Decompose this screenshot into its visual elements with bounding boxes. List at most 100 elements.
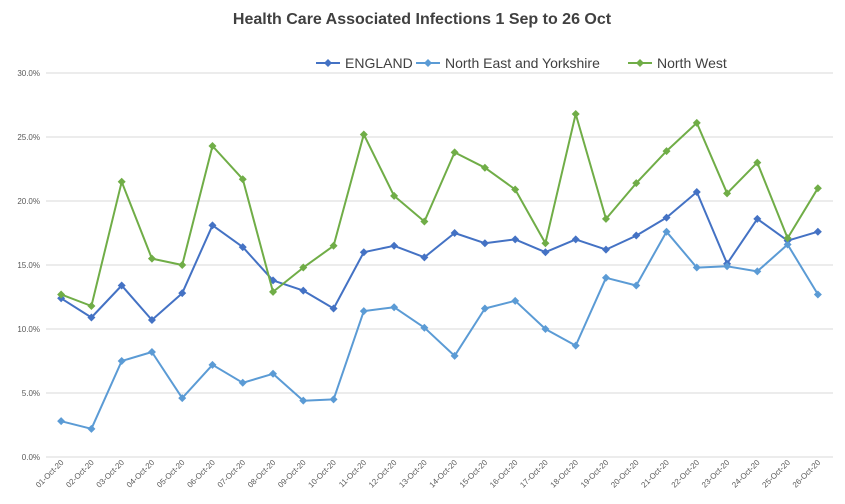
data-point-marker: [269, 369, 278, 378]
y-tick-label: 25.0%: [17, 133, 40, 142]
chart-title: Health Care Associated Infections 1 Sep …: [233, 11, 612, 28]
data-point-marker: [511, 296, 520, 305]
data-point-marker: [571, 109, 580, 118]
data-point-marker: [692, 188, 701, 197]
data-point-marker: [662, 213, 671, 222]
x-tick-label: 24-Oct-20: [730, 458, 762, 490]
data-point-marker: [753, 158, 762, 167]
legend-item: ENGLAND: [316, 55, 413, 71]
data-point-marker: [480, 239, 489, 248]
data-point-marker: [723, 262, 732, 271]
data-point-marker: [329, 304, 338, 313]
data-point-marker: [87, 424, 96, 433]
legend-item: North West: [628, 55, 727, 71]
x-tick-label: 08-Oct-20: [246, 458, 278, 490]
x-tick-label: 20-Oct-20: [609, 458, 641, 490]
data-point-marker: [208, 141, 217, 150]
x-tick-label: 14-Oct-20: [428, 458, 460, 490]
data-point-marker: [147, 348, 156, 357]
data-point-marker: [299, 286, 308, 295]
series-group: [57, 227, 822, 433]
series-group: [57, 109, 822, 310]
data-point-marker: [420, 323, 429, 332]
legend-label: North West: [657, 55, 727, 71]
data-point-marker: [269, 287, 278, 296]
x-tick-label: 10-Oct-20: [306, 458, 338, 490]
data-point-marker: [87, 313, 96, 322]
data-point-marker: [511, 185, 520, 194]
legend-item: North East and Yorkshire: [416, 55, 600, 71]
x-tick-label: 06-Oct-20: [185, 458, 217, 490]
y-tick-label: 30.0%: [17, 69, 40, 78]
data-point-marker: [601, 273, 610, 282]
y-axis-ticks: 0.0% 5.0% 10.0% 15.0% 20.0% 25.0% 30.0%: [17, 69, 40, 462]
data-point-marker: [662, 147, 671, 156]
data-point-marker: [57, 290, 66, 299]
data-point-marker: [329, 395, 338, 404]
data-point-marker: [420, 253, 429, 262]
data-point-marker: [117, 177, 126, 186]
data-point-marker: [753, 214, 762, 223]
data-point-marker: [450, 351, 459, 360]
data-point-marker: [178, 261, 187, 269]
data-point-marker: [117, 357, 126, 365]
data-point-marker: [753, 267, 762, 276]
data-point-marker: [541, 248, 550, 257]
data-point-marker: [178, 394, 187, 403]
data-point-marker: [601, 245, 610, 254]
data-point-marker: [329, 241, 338, 250]
y-tick-label: 20.0%: [17, 197, 40, 206]
data-point-marker: [359, 130, 368, 139]
x-tick-label: 23-Oct-20: [700, 458, 732, 490]
series-layer: [57, 109, 822, 433]
data-point-marker: [147, 316, 156, 325]
x-tick-label: 09-Oct-20: [276, 458, 308, 490]
x-tick-label: 25-Oct-20: [760, 458, 792, 490]
data-point-marker: [813, 227, 822, 236]
x-tick-label: 03-Oct-20: [95, 458, 127, 490]
data-point-marker: [238, 175, 247, 184]
data-point-marker: [632, 281, 641, 290]
legend-marker: [636, 59, 644, 67]
data-point-marker: [238, 243, 247, 252]
data-point-marker: [390, 191, 399, 200]
x-tick-label: 19-Oct-20: [579, 458, 611, 490]
legend-marker: [324, 59, 332, 67]
y-tick-label: 0.0%: [22, 453, 40, 462]
data-point-marker: [601, 214, 610, 223]
data-point-marker: [632, 179, 641, 188]
y-tick-label: 5.0%: [22, 389, 40, 398]
data-point-marker: [147, 254, 156, 263]
data-point-marker: [723, 189, 732, 198]
data-point-marker: [783, 234, 792, 243]
data-point-marker: [662, 227, 671, 236]
x-tick-label: 15-Oct-20: [458, 458, 490, 490]
data-point-marker: [450, 229, 459, 237]
x-tick-label: 21-Oct-20: [639, 458, 671, 490]
x-tick-label: 02-Oct-20: [64, 458, 96, 490]
data-point-marker: [813, 290, 822, 299]
x-tick-label: 16-Oct-20: [488, 458, 520, 490]
data-point-marker: [299, 396, 308, 405]
data-point-marker: [813, 184, 822, 193]
x-tick-label: 18-Oct-20: [549, 458, 581, 490]
legend-label: ENGLAND: [345, 55, 413, 71]
x-tick-label: 11-Oct-20: [337, 458, 368, 489]
data-point-marker: [87, 301, 96, 310]
data-point-marker: [390, 303, 399, 312]
series-line: [60, 230, 819, 430]
x-tick-label: 13-Oct-20: [397, 458, 429, 490]
data-point-marker: [450, 148, 459, 157]
series-line: [60, 191, 819, 321]
series-group: [57, 188, 822, 325]
y-tick-label: 15.0%: [17, 261, 40, 270]
data-point-marker: [632, 231, 641, 240]
data-point-marker: [359, 248, 368, 257]
data-point-marker: [238, 378, 247, 387]
x-tick-label: 01-Oct-20: [34, 458, 66, 490]
x-tick-label: 04-Oct-20: [125, 458, 157, 490]
data-point-marker: [178, 289, 187, 298]
legend-marker: [424, 59, 432, 67]
